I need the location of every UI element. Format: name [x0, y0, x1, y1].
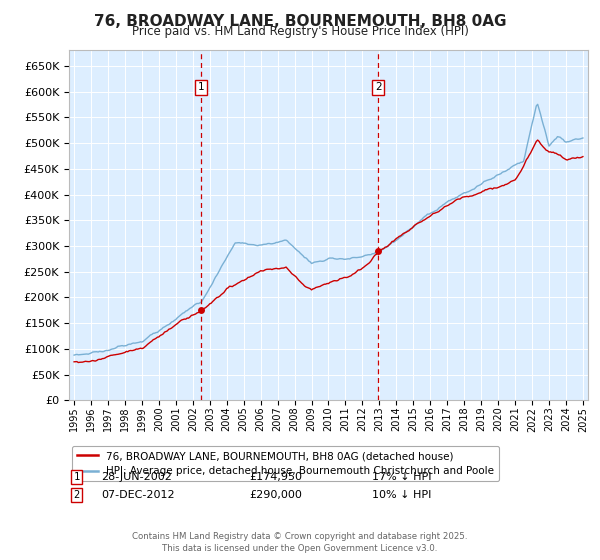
Legend: 76, BROADWAY LANE, BOURNEMOUTH, BH8 0AG (detached house), HPI: Average price, de: 76, BROADWAY LANE, BOURNEMOUTH, BH8 0AG … — [71, 446, 499, 482]
Text: Price paid vs. HM Land Registry's House Price Index (HPI): Price paid vs. HM Land Registry's House … — [131, 25, 469, 38]
Text: 10% ↓ HPI: 10% ↓ HPI — [372, 490, 431, 500]
Text: 07-DEC-2012: 07-DEC-2012 — [101, 490, 175, 500]
Text: 28-JUN-2002: 28-JUN-2002 — [101, 472, 172, 482]
Text: 17% ↓ HPI: 17% ↓ HPI — [372, 472, 431, 482]
Text: 1: 1 — [198, 82, 205, 92]
Text: Contains HM Land Registry data © Crown copyright and database right 2025.
This d: Contains HM Land Registry data © Crown c… — [132, 532, 468, 553]
Text: 76, BROADWAY LANE, BOURNEMOUTH, BH8 0AG: 76, BROADWAY LANE, BOURNEMOUTH, BH8 0AG — [94, 14, 506, 29]
Text: 2: 2 — [375, 82, 382, 92]
Text: 1: 1 — [74, 472, 80, 482]
Text: 2: 2 — [74, 490, 80, 500]
Text: £290,000: £290,000 — [249, 490, 302, 500]
Text: £174,950: £174,950 — [249, 472, 302, 482]
